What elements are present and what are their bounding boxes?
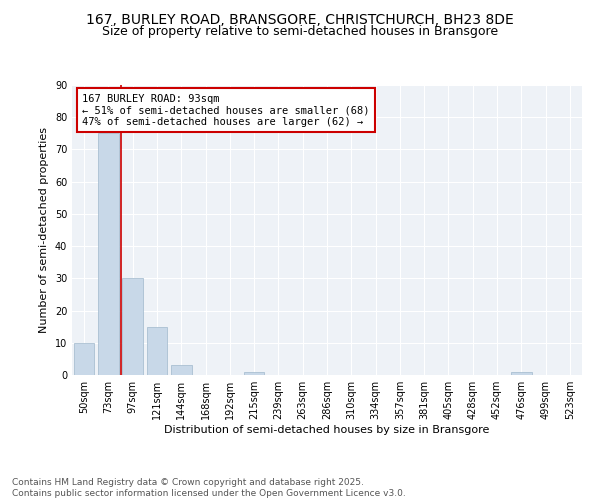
Bar	[74, 343, 94, 375]
Bar	[146, 326, 167, 375]
Bar	[244, 372, 265, 375]
Bar	[511, 372, 532, 375]
Bar	[122, 278, 143, 375]
Text: 167, BURLEY ROAD, BRANSGORE, CHRISTCHURCH, BH23 8DE: 167, BURLEY ROAD, BRANSGORE, CHRISTCHURC…	[86, 12, 514, 26]
Text: 167 BURLEY ROAD: 93sqm
← 51% of semi-detached houses are smaller (68)
47% of sem: 167 BURLEY ROAD: 93sqm ← 51% of semi-det…	[82, 94, 370, 127]
X-axis label: Distribution of semi-detached houses by size in Bransgore: Distribution of semi-detached houses by …	[164, 425, 490, 435]
Bar	[171, 366, 191, 375]
Y-axis label: Number of semi-detached properties: Number of semi-detached properties	[39, 127, 49, 333]
Bar	[98, 134, 119, 375]
Text: Contains HM Land Registry data © Crown copyright and database right 2025.
Contai: Contains HM Land Registry data © Crown c…	[12, 478, 406, 498]
Text: Size of property relative to semi-detached houses in Bransgore: Size of property relative to semi-detach…	[102, 25, 498, 38]
